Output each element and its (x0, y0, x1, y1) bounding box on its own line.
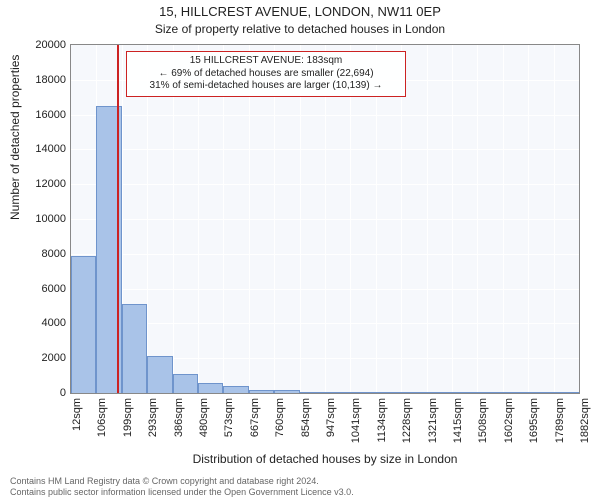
histogram-bar (350, 392, 375, 393)
xtick-label: 12sqm (71, 398, 83, 448)
histogram-bar (300, 392, 325, 393)
xtick-label: 293sqm (147, 398, 159, 448)
histogram-bar (71, 256, 96, 393)
gridline-vertical (325, 45, 326, 393)
footer-line2: Contains public sector information licen… (10, 487, 600, 498)
gridline-vertical (249, 45, 250, 393)
annotation-line2: ← 69% of detached houses are smaller (22… (133, 68, 399, 81)
gridline-vertical (274, 45, 275, 393)
xtick-label: 1228sqm (401, 398, 413, 448)
histogram-bar (122, 304, 147, 393)
annotation-line3: 31% of semi-detached houses are larger (… (133, 80, 399, 93)
chart-title-line2: Size of property relative to detached ho… (0, 22, 600, 36)
xtick-label: 1041sqm (350, 398, 362, 448)
ytick-label: 0 (6, 387, 66, 399)
histogram-bar (554, 392, 579, 393)
ytick-label: 18000 (6, 74, 66, 86)
xtick-label: 1134sqm (376, 398, 388, 448)
gridline-vertical (427, 45, 428, 393)
xtick-label: 386sqm (173, 398, 185, 448)
xtick-label: 573sqm (223, 398, 235, 448)
ytick-label: 12000 (6, 178, 66, 190)
plot-area: 15 HILLCREST AVENUE: 183sqm← 69% of deta… (70, 44, 580, 394)
xtick-label: 854sqm (300, 398, 312, 448)
xtick-label: 1882sqm (579, 398, 591, 448)
histogram-bar (274, 390, 299, 393)
histogram-bar (147, 356, 172, 393)
histogram-bar (427, 392, 452, 393)
xtick-label: 199sqm (122, 398, 134, 448)
gridline-vertical (528, 45, 529, 393)
footer-attribution: Contains HM Land Registry data © Crown c… (0, 476, 600, 498)
annotation-box: 15 HILLCREST AVENUE: 183sqm← 69% of deta… (126, 51, 406, 97)
ytick-label: 2000 (6, 352, 66, 364)
gridline-vertical (554, 45, 555, 393)
histogram-bar (325, 392, 350, 393)
gridline-vertical (198, 45, 199, 393)
histogram-bar (528, 392, 553, 393)
histogram-bar (376, 392, 401, 393)
ytick-label: 20000 (6, 39, 66, 51)
histogram-bar (173, 374, 198, 393)
ytick-label: 10000 (6, 213, 66, 225)
gridline-vertical (452, 45, 453, 393)
xtick-label: 1695sqm (528, 398, 540, 448)
gridline-vertical (350, 45, 351, 393)
xtick-label: 1789sqm (554, 398, 566, 448)
xtick-label: 1415sqm (452, 398, 464, 448)
chart-root: 15, HILLCREST AVENUE, LONDON, NW11 0EP S… (0, 0, 600, 500)
xtick-label: 1321sqm (427, 398, 439, 448)
histogram-bar (198, 383, 223, 393)
gridline-vertical (147, 45, 148, 393)
gridline-vertical (376, 45, 377, 393)
xtick-label: 667sqm (249, 398, 261, 448)
histogram-bar (503, 392, 528, 393)
gridline-vertical (503, 45, 504, 393)
gridline-vertical (173, 45, 174, 393)
property-marker-line (117, 45, 119, 393)
ytick-label: 8000 (6, 248, 66, 260)
chart-title-line1: 15, HILLCREST AVENUE, LONDON, NW11 0EP (0, 4, 600, 19)
histogram-bar (223, 386, 248, 393)
xtick-label: 106sqm (96, 398, 108, 448)
gridline-vertical (223, 45, 224, 393)
ytick-label: 4000 (6, 317, 66, 329)
xtick-label: 480sqm (198, 398, 210, 448)
gridline-vertical (401, 45, 402, 393)
histogram-bar (452, 392, 477, 393)
ytick-label: 6000 (6, 283, 66, 295)
ytick-label: 16000 (6, 109, 66, 121)
footer-line1: Contains HM Land Registry data © Crown c… (10, 476, 600, 487)
histogram-bar (401, 392, 426, 393)
xtick-label: 760sqm (274, 398, 286, 448)
x-axis-label: Distribution of detached houses by size … (70, 452, 580, 466)
xtick-label: 947sqm (325, 398, 337, 448)
gridline-vertical (300, 45, 301, 393)
histogram-bar (249, 390, 274, 393)
xtick-label: 1602sqm (503, 398, 515, 448)
histogram-bar (477, 392, 502, 393)
annotation-line1: 15 HILLCREST AVENUE: 183sqm (133, 55, 399, 68)
xtick-label: 1508sqm (477, 398, 489, 448)
ytick-label: 14000 (6, 143, 66, 155)
gridline-vertical (477, 45, 478, 393)
